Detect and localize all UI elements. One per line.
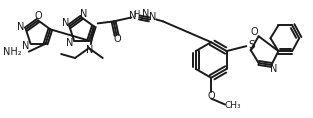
Text: N: N bbox=[80, 8, 87, 19]
Text: O: O bbox=[34, 11, 42, 21]
Text: N: N bbox=[66, 38, 74, 48]
Text: CH₃: CH₃ bbox=[225, 101, 241, 110]
Text: N: N bbox=[17, 22, 25, 32]
Text: S: S bbox=[248, 40, 254, 50]
Text: N: N bbox=[150, 13, 157, 22]
Text: H: H bbox=[133, 10, 140, 19]
Text: N: N bbox=[62, 18, 69, 28]
Text: N: N bbox=[270, 64, 277, 74]
Text: N: N bbox=[129, 11, 136, 21]
Text: NH₂: NH₂ bbox=[3, 47, 22, 57]
Text: O: O bbox=[251, 27, 259, 37]
Text: N: N bbox=[86, 45, 94, 55]
Text: N: N bbox=[141, 9, 149, 19]
Text: O: O bbox=[207, 91, 215, 101]
Text: N: N bbox=[22, 41, 29, 51]
Text: O: O bbox=[114, 34, 121, 44]
